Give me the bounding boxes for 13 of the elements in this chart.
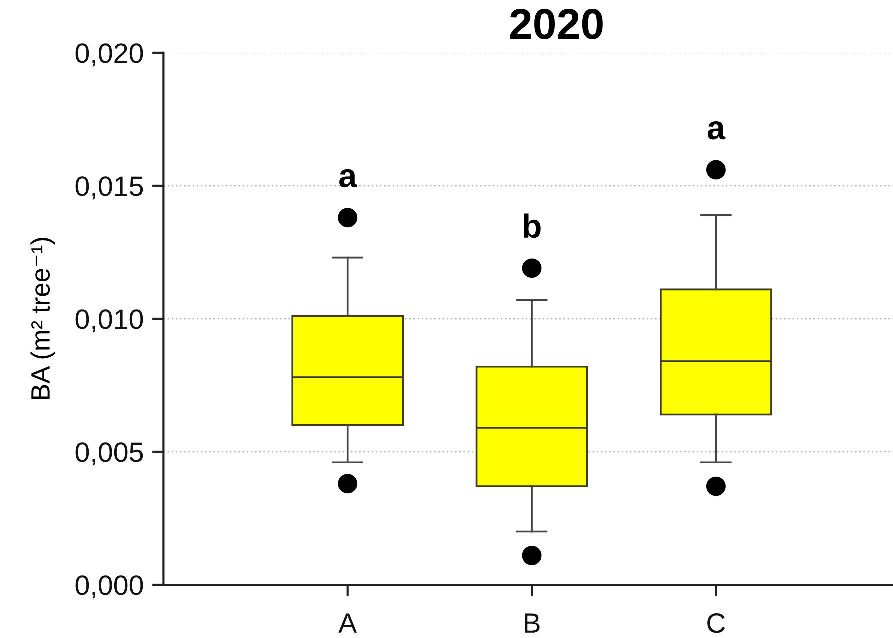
y-tick-label: 0,015 (76, 176, 144, 200)
y-axis-title: BA (m² tree⁻¹) (30, 238, 56, 400)
annotation: a (340, 169, 358, 188)
y-tick-label: 0,010 (76, 310, 144, 333)
chart-title: 2020 (510, 9, 603, 40)
x-tick-label: B (525, 614, 540, 633)
y-tick-label: 0,005 (76, 442, 144, 466)
y-tick-label: 0,000 (76, 576, 144, 599)
annotation: a (708, 122, 726, 140)
x-tick-label: C (708, 613, 726, 634)
y-tick-label: 0,020 (76, 44, 144, 67)
x-tick-label: A (338, 614, 358, 633)
annotation: b (524, 214, 541, 238)
